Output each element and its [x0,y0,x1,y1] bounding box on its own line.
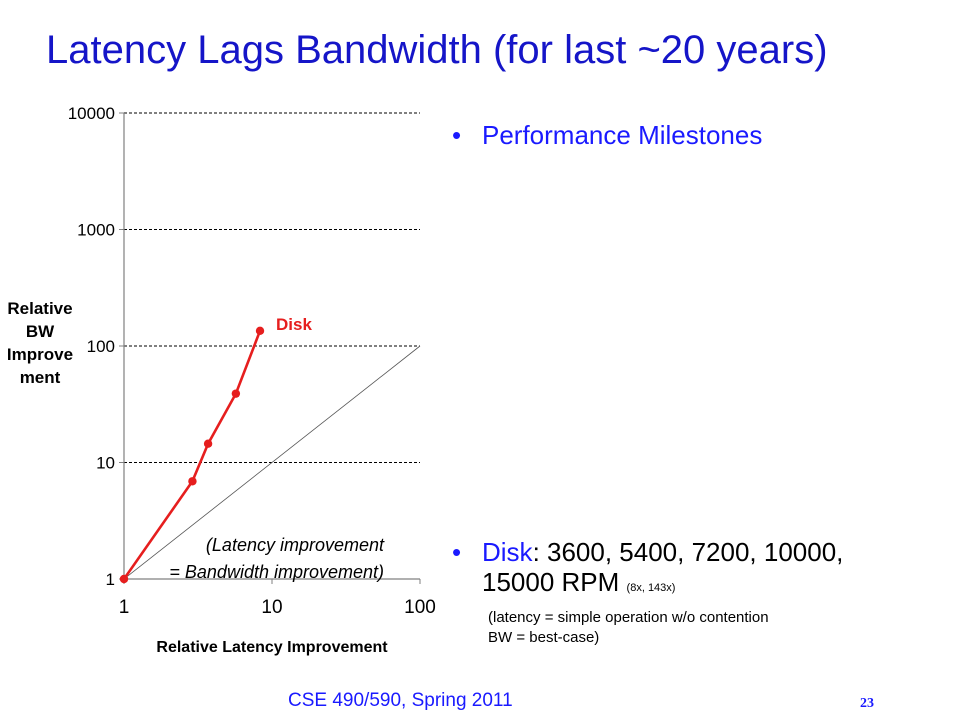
chart: 1 10 100 1000 10000 1 10 100 Relative Latency Im… [7,104,436,656]
x-tick-label: 100 [404,597,436,618]
footer-course: CSE 490/590, Spring 2011 [288,690,513,711]
note-line-2: BW = best-case) [488,629,600,646]
note-line-1: (latency = simple operation w/o contenti… [488,609,769,626]
bullet-disk-rpm-max: 15000 RPM [482,567,620,597]
y-axis-title-line: ment [20,368,61,387]
bullet-disk-lead: Disk [482,537,533,567]
page-number: 23 [860,696,874,711]
data-point-disk [188,477,197,486]
bullet-text: Performance Milestones [482,120,763,150]
data-point-disk [203,439,213,448]
series-label-disk: Disk [276,315,312,334]
slide-title: Latency Lags Bandwidth (for last ~20 yea… [46,28,828,72]
bullet-dot: • [452,120,462,150]
reference-line [123,345,421,580]
x-tick-label: 1 [119,597,130,618]
y-tick-label: 10 [96,454,115,473]
bullet-disk: • Disk: 3600, 5400, 7200, 10000, 15000 RP… [452,537,843,603]
y-tick-label: 1 [106,570,115,589]
data-point-disk [255,326,265,336]
bullet-disk-rpm-list: : 3600, 5400, 7200, 10000, [532,537,844,567]
x-axis-title: Relative Latency Improvement [156,639,388,656]
bullet-dot: • [452,537,462,567]
x-tick-label: 10 [261,597,282,618]
data-point-disk [119,574,129,584]
reference-annotation-line-2: = Bandwidth improvement) [169,562,384,582]
y-axis-title-line: Relative [7,299,72,318]
bullet-disk-line2: 15000 RPM (8x, 143x) [452,567,843,603]
y-axis-title-line: BW [26,322,55,341]
y-axis-title-line: Improve [7,345,73,364]
data-point-disk [231,389,241,398]
y-tick-label: 10000 [68,104,115,123]
definition-note: (latency = simple operation w/o contenti… [488,608,769,648]
reference-annotation-line-1: (Latency improvement [206,535,385,555]
y-tick-label: 1000 [77,221,115,240]
y-tick-label: 100 [87,337,115,356]
bullet-performance-milestones: • Performance Milestones [452,120,762,151]
y-axis-title: Relative BW Improve ment [7,299,73,387]
bullet-disk-ratio: (8x, 143x) [626,582,676,594]
